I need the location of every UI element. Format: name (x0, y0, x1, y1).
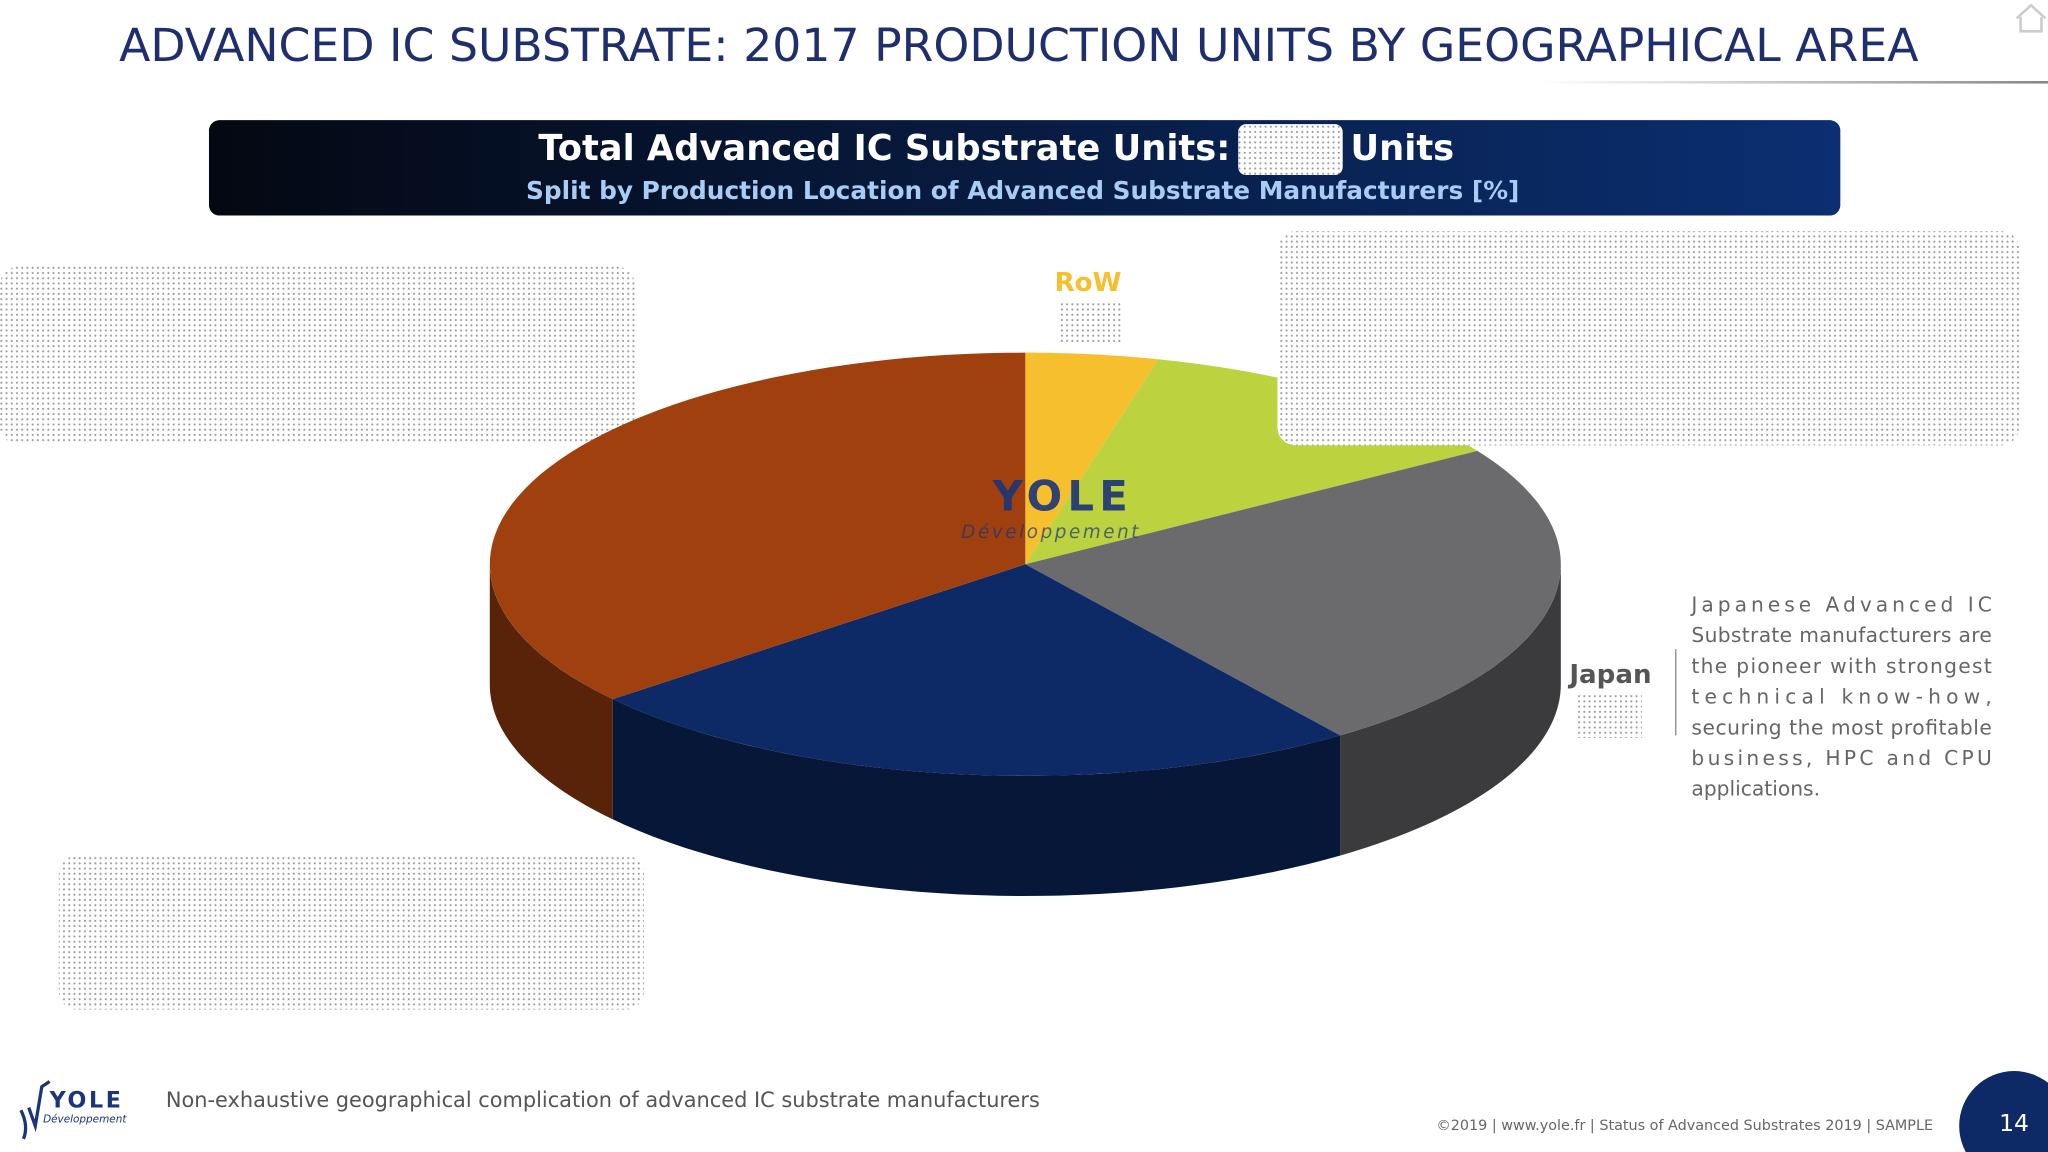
note-line: securing the most profitable (1691, 715, 1991, 739)
caption: Non-exhaustive geographical complication… (166, 1088, 1040, 1112)
mask (1057, 303, 1121, 343)
logo-mark (19, 1080, 51, 1140)
slide-title: ADVANCED IC SUBSTRATE: 2017 PRODUCTION U… (119, 19, 1918, 72)
note-line: technical know-how, (1691, 685, 1991, 709)
logo-sub: Développement (43, 1113, 127, 1125)
mask (1238, 124, 1343, 176)
mask (1277, 231, 2020, 446)
slice-side (612, 699, 1341, 896)
category-label: RoW (1055, 268, 1122, 298)
slice (1025, 352, 1159, 565)
slice (1025, 450, 1561, 736)
slice-side (1340, 564, 1561, 856)
banner-total: Total Advanced IC Substrate Units: (538, 128, 1230, 169)
slice-side (489, 564, 613, 820)
home-icon[interactable] (2015, 3, 2047, 33)
slice (612, 564, 1341, 776)
page-badge (1959, 1071, 2048, 1152)
note: Japanese Advanced IC Substrate manufactur… (1689, 593, 1991, 801)
note-line: applications. (1691, 777, 1820, 801)
watermark: YOLE (992, 471, 1133, 520)
note-line: the pioneer with strongest (1691, 654, 1991, 678)
category-label: Japan (1567, 660, 1651, 690)
note-line: Substrate manufacturers are (1691, 623, 1991, 647)
banner (208, 120, 1841, 216)
banner-subtitle: Split by Production Location of Advanced… (526, 176, 1519, 205)
mask (1575, 693, 1642, 738)
slice (489, 352, 1026, 700)
copyright: ©2019 | www.yole.fr | Status of Advanced… (1436, 1118, 1933, 1134)
mask (58, 855, 644, 1010)
banner-units: Units (1351, 128, 1455, 169)
note-line: Japanese Advanced IC (1689, 593, 1991, 617)
page-number: 14 (1999, 1109, 2029, 1137)
mask (0, 266, 635, 445)
logo-name: YOLE (49, 1088, 124, 1114)
note-line: business, HPC and CPU (1691, 746, 1991, 770)
title-rule (1541, 80, 2048, 84)
watermark-sub: Développement (961, 522, 1141, 543)
